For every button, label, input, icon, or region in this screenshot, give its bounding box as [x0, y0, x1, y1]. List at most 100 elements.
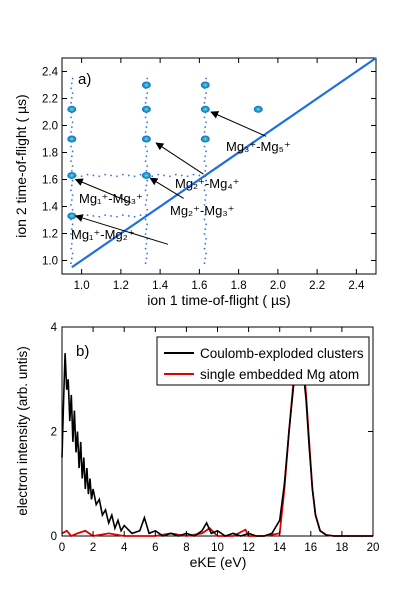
stripe-dot [70, 184, 73, 187]
stripe-dot [71, 150, 74, 153]
y-tick-label: 2.4 [42, 67, 59, 79]
stripe-dot [204, 97, 207, 99]
x-tick-label: 1.4 [152, 280, 169, 292]
stripe-dot [203, 218, 206, 221]
stripe-dot [204, 184, 207, 187]
x-tick-label: 0 [59, 542, 65, 554]
stripe-dot [204, 213, 207, 216]
stripe-dot [157, 173, 160, 176]
stripe-dot [70, 82, 73, 85]
legend-label-single-atom: single embedded Mg atom [200, 367, 359, 382]
stripe-dot [203, 247, 206, 250]
stripe-dot [205, 165, 207, 167]
stripe-dot [145, 155, 148, 158]
stripe-dot [70, 116, 72, 119]
stripe-dot [127, 215, 130, 217]
stripe-dot [71, 165, 74, 167]
annotation-arrow [74, 178, 131, 203]
stripe-dot [144, 218, 147, 221]
stripe-dot [144, 131, 147, 133]
stripe-dot [121, 214, 124, 217]
stripe-dot [92, 174, 95, 177]
stripe-dot [116, 215, 118, 218]
stripe-dot [146, 150, 149, 153]
x-tick-label: 1.2 [113, 280, 129, 292]
stripe-dot [204, 169, 207, 172]
x-tick-label: 1.6 [191, 280, 207, 292]
stripe-dot [204, 155, 207, 158]
coincidence-island [67, 135, 77, 143]
panel-a-ylabel: ion 2 time-of-flight ( µs) [13, 94, 29, 237]
panel-a: 1.0 1.2 1.4 1.6 1.8 2.0 2.2 2.4 1.0 1.2 1.4 1.6 1.8 2… [13, 57, 377, 308]
stripe-dot [145, 242, 148, 245]
y-tick-label: 1.0 [42, 256, 58, 268]
stripe-dot [70, 145, 72, 148]
annotation-label: Mg₁⁺-Mg₂⁺ [71, 227, 135, 242]
stripe-dot [144, 247, 147, 250]
stripe-dot [139, 214, 142, 217]
stripe-dot [169, 175, 171, 178]
y-tick-label: 1.2 [42, 229, 58, 241]
diagonal-line [71, 57, 377, 269]
legend-label-clusters: Coulomb-exploded clusters [200, 346, 364, 361]
stripe-dot [146, 252, 149, 255]
stripe-dot [86, 173, 89, 176]
panel-a-ticks: 1.0 1.2 1.4 1.6 1.8 2.0 2.2 2.4 1.0 1.2 1.4 1.6 1.8 2… [42, 58, 376, 292]
stripe-dot [203, 116, 206, 119]
stripe-dot [70, 247, 72, 250]
stripe-dot [151, 175, 154, 178]
stripe-dot [146, 223, 149, 226]
y-tick-label: 2.0 [42, 121, 58, 133]
stripe-dot [203, 160, 206, 163]
stripe-dot [204, 228, 207, 231]
stripe-dot [70, 228, 73, 231]
stripe-dot [203, 233, 206, 235]
stripe-dot [71, 121, 74, 124]
stripe-dot [145, 228, 148, 231]
y-tick-label: 1.8 [42, 148, 58, 160]
stripe-dot [70, 203, 72, 206]
stripe-dot [204, 126, 207, 129]
stripe-dot [186, 175, 189, 178]
stripe-dot [86, 214, 89, 217]
stripe-dot [146, 179, 149, 182]
annotation-label: Mg₃⁺-Mg₅⁺ [226, 139, 291, 154]
x-tick-label: 18 [336, 542, 349, 554]
coincidence-island [141, 81, 151, 89]
stripe-dot [174, 173, 177, 176]
stripe-dot [70, 131, 72, 133]
annotation-arrow [210, 111, 267, 137]
x-tick-label: 1.8 [231, 280, 247, 292]
panel-a-xlabel: ion 1 time-of-flight ( µs) [147, 292, 290, 308]
stripe-dot [98, 175, 101, 178]
stripe-dot [145, 126, 148, 129]
x-tick-label: 16 [304, 542, 317, 554]
y-tick-label: 2.2 [42, 94, 58, 106]
legend-box [156, 336, 370, 386]
stripe-dot [70, 242, 73, 245]
stripe-dot [163, 174, 165, 177]
stripe-dot [80, 175, 83, 178]
panel-b-ticks: 0 2 4 6 8 10 12 14 16 18 20 0 2 4 [51, 322, 380, 554]
stripe-dot [205, 223, 207, 226]
annotation-label: Mg₁⁺-Mg₃⁺ [79, 191, 143, 206]
panel-b-ylabel: electron intensity (arb. untis) [15, 346, 30, 516]
stripe-dot [70, 155, 73, 158]
panel-a-label: a) [78, 71, 91, 88]
stripe-dot [71, 238, 74, 240]
x-tick-label: 12 [242, 542, 255, 554]
panel-a-annotations: Mg₁⁺-Mg₂⁺ Mg₁⁺-Mg₃⁺ Mg₂⁺-Mg₃⁺ Mg₂⁺-Mg₄⁺ Mg₃⁺… [71, 111, 291, 245]
y-tick-label: 2 [51, 427, 57, 439]
stripe-dot [205, 150, 207, 153]
panel-b-label: b) [76, 343, 89, 360]
annotation-arrow [155, 142, 204, 175]
stripe-dot [92, 215, 95, 217]
x-tick-label: 2.2 [309, 280, 325, 292]
stripe-dot [203, 203, 206, 206]
stripe-dot [110, 174, 112, 177]
stripe-dot [205, 121, 207, 124]
stripe-dot [133, 175, 136, 178]
stripe-dot [203, 262, 206, 265]
panel-b-legend: Coulomb-exploded clusters single embedde… [156, 336, 370, 386]
y-tick-label: 4 [51, 322, 58, 334]
